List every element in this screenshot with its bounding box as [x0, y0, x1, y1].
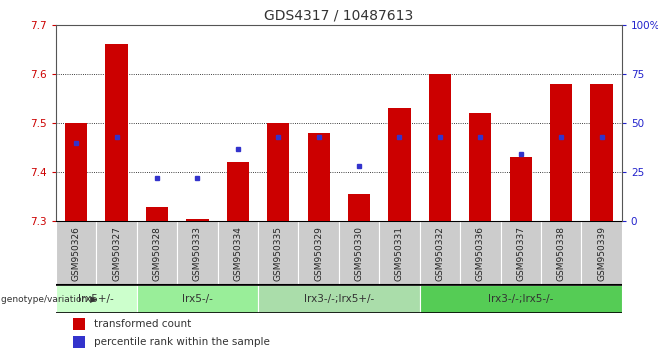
- Bar: [469, 113, 492, 221]
- Bar: [96, 221, 137, 285]
- Text: GSM950333: GSM950333: [193, 225, 202, 281]
- Bar: [379, 221, 420, 285]
- Text: lrx3-/-;lrx5+/-: lrx3-/-;lrx5+/-: [304, 294, 374, 304]
- Text: GSM950326: GSM950326: [72, 225, 81, 281]
- Bar: [299, 221, 339, 285]
- Text: GSM950331: GSM950331: [395, 225, 404, 281]
- Text: GSM950335: GSM950335: [274, 225, 283, 281]
- Title: GDS4317 / 10487613: GDS4317 / 10487613: [265, 8, 413, 22]
- Bar: [267, 123, 290, 221]
- Bar: [73, 337, 86, 348]
- Text: GSM950328: GSM950328: [153, 225, 161, 281]
- Text: GSM950336: GSM950336: [476, 225, 485, 281]
- Bar: [460, 221, 501, 285]
- Bar: [550, 84, 572, 221]
- Bar: [501, 221, 541, 285]
- Bar: [73, 318, 86, 330]
- Bar: [420, 285, 622, 313]
- Bar: [56, 221, 96, 285]
- Bar: [105, 45, 128, 221]
- Text: GSM950332: GSM950332: [436, 225, 444, 281]
- Bar: [137, 221, 177, 285]
- Bar: [348, 194, 370, 221]
- Text: GSM950337: GSM950337: [517, 225, 525, 281]
- Bar: [258, 221, 299, 285]
- Bar: [420, 221, 460, 285]
- Bar: [510, 158, 532, 221]
- Text: GSM950334: GSM950334: [234, 225, 242, 281]
- Text: lrx5-/-: lrx5-/-: [182, 294, 213, 304]
- Bar: [339, 221, 379, 285]
- Bar: [56, 285, 137, 313]
- Text: percentile rank within the sample: percentile rank within the sample: [94, 337, 270, 347]
- Bar: [590, 84, 613, 221]
- Text: GSM950339: GSM950339: [597, 225, 606, 281]
- Bar: [541, 221, 582, 285]
- Bar: [146, 206, 168, 221]
- Bar: [307, 133, 330, 221]
- Text: lrx5+/-: lrx5+/-: [78, 294, 114, 304]
- Bar: [227, 162, 249, 221]
- Bar: [429, 74, 451, 221]
- Text: GSM950338: GSM950338: [557, 225, 566, 281]
- Text: transformed count: transformed count: [94, 319, 191, 329]
- Bar: [65, 123, 88, 221]
- Bar: [177, 221, 218, 285]
- Bar: [258, 285, 420, 313]
- Bar: [388, 108, 411, 221]
- Text: GSM950330: GSM950330: [355, 225, 364, 281]
- Text: GSM950329: GSM950329: [314, 225, 323, 281]
- Bar: [137, 285, 258, 313]
- Bar: [218, 221, 258, 285]
- Bar: [582, 221, 622, 285]
- Bar: [186, 219, 209, 221]
- Text: lrx3-/-;lrx5-/-: lrx3-/-;lrx5-/-: [488, 294, 553, 304]
- Text: genotype/variation ▶: genotype/variation ▶: [1, 295, 97, 304]
- Text: GSM950327: GSM950327: [112, 225, 121, 281]
